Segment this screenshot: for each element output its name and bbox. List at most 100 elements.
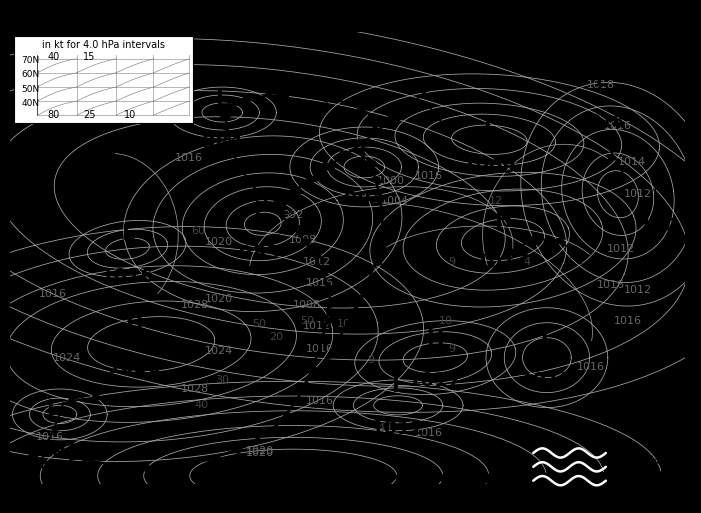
Polygon shape [45, 442, 53, 448]
Text: 985: 985 [239, 244, 280, 263]
Text: 15: 15 [83, 52, 95, 62]
Polygon shape [295, 397, 304, 404]
Text: ×: × [49, 407, 57, 417]
Text: 1008: 1008 [290, 234, 318, 245]
Text: 1020: 1020 [205, 293, 233, 304]
Polygon shape [268, 426, 278, 431]
Text: 1017: 1017 [408, 371, 463, 390]
Text: 1016: 1016 [36, 432, 64, 442]
Text: ×: × [286, 207, 294, 218]
Polygon shape [69, 397, 76, 405]
Text: 1012: 1012 [624, 189, 653, 199]
Polygon shape [243, 176, 251, 183]
Text: 40: 40 [195, 400, 209, 410]
Polygon shape [404, 102, 416, 109]
Polygon shape [340, 150, 352, 158]
Text: 1016: 1016 [306, 396, 334, 406]
Polygon shape [114, 465, 125, 470]
Polygon shape [369, 162, 377, 169]
Polygon shape [303, 381, 311, 388]
Text: 1016: 1016 [597, 280, 625, 290]
Polygon shape [243, 96, 251, 104]
Text: 1024: 1024 [205, 346, 233, 356]
Text: 1016: 1016 [577, 362, 605, 372]
Polygon shape [327, 285, 336, 292]
Polygon shape [283, 411, 292, 418]
Text: 1015: 1015 [519, 371, 574, 390]
Polygon shape [323, 162, 334, 170]
Polygon shape [326, 318, 333, 325]
Polygon shape [283, 90, 289, 98]
Polygon shape [554, 239, 563, 246]
Text: 1028: 1028 [181, 301, 210, 310]
Text: 70N: 70N [21, 56, 39, 65]
Polygon shape [357, 139, 369, 146]
Text: ×: × [505, 253, 514, 263]
Polygon shape [316, 350, 325, 357]
Polygon shape [91, 461, 102, 466]
Polygon shape [290, 186, 302, 194]
Text: 80: 80 [47, 110, 60, 120]
Polygon shape [303, 239, 311, 246]
Text: 1016: 1016 [175, 153, 203, 163]
Polygon shape [379, 194, 387, 202]
Text: 1012: 1012 [371, 419, 426, 438]
Text: 1000: 1000 [377, 175, 405, 186]
Text: H: H [427, 329, 444, 349]
Text: 40: 40 [378, 423, 392, 433]
Text: 60: 60 [191, 226, 205, 235]
Text: L: L [652, 174, 665, 194]
Text: ×: × [370, 157, 379, 167]
Text: 984: 984 [202, 133, 243, 152]
Polygon shape [274, 199, 286, 206]
Text: 10: 10 [124, 110, 136, 120]
Polygon shape [306, 174, 318, 182]
Text: L: L [483, 115, 496, 135]
Polygon shape [381, 227, 388, 234]
Polygon shape [210, 456, 219, 462]
Text: 1020: 1020 [205, 237, 233, 247]
Polygon shape [60, 408, 67, 415]
Polygon shape [304, 91, 313, 95]
Text: 9: 9 [367, 355, 374, 365]
Text: L: L [216, 90, 229, 110]
Text: ×: × [553, 360, 561, 369]
Polygon shape [353, 306, 360, 313]
Polygon shape [228, 151, 235, 157]
Polygon shape [336, 337, 344, 344]
Text: 1016: 1016 [604, 121, 632, 131]
Polygon shape [234, 166, 245, 171]
Text: 1016: 1016 [306, 344, 334, 353]
Text: ×: × [147, 339, 155, 349]
Polygon shape [358, 107, 368, 114]
Text: 50N: 50N [21, 85, 39, 93]
Text: 1016: 1016 [100, 267, 155, 286]
Polygon shape [264, 92, 273, 96]
Polygon shape [277, 211, 285, 218]
Polygon shape [326, 352, 334, 359]
Text: 1012: 1012 [303, 258, 331, 267]
Text: H: H [494, 210, 512, 230]
Text: 100: 100 [639, 217, 679, 236]
Polygon shape [360, 291, 368, 298]
Polygon shape [328, 301, 336, 308]
Polygon shape [321, 269, 329, 277]
Polygon shape [313, 254, 321, 261]
Polygon shape [139, 467, 149, 471]
Text: L: L [358, 147, 371, 167]
Polygon shape [529, 236, 537, 245]
Text: 50: 50 [300, 317, 314, 326]
Polygon shape [252, 190, 264, 196]
Text: 994: 994 [344, 190, 385, 209]
Polygon shape [322, 333, 329, 341]
Text: 1020: 1020 [245, 448, 273, 458]
Polygon shape [311, 366, 318, 372]
Text: ×: × [411, 403, 419, 412]
Polygon shape [41, 458, 48, 465]
Text: 10: 10 [438, 317, 452, 326]
Text: 1018: 1018 [578, 112, 624, 130]
Text: 1008: 1008 [293, 301, 321, 310]
Polygon shape [222, 124, 228, 131]
Text: 4: 4 [523, 258, 530, 267]
Text: L: L [253, 202, 266, 222]
